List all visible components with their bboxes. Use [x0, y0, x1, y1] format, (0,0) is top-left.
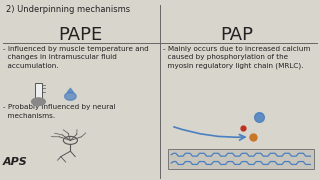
Polygon shape [65, 92, 76, 100]
Text: - Mainly occurs due to increased calcium
  caused by phosphorylation of the
  my: - Mainly occurs due to increased calcium… [163, 46, 311, 69]
Text: PAPE: PAPE [58, 26, 102, 44]
Bar [35, 83, 42, 101]
Text: 2) Underpinning mechanisms: 2) Underpinning mechanisms [6, 5, 131, 14]
Text: APS: APS [3, 157, 28, 167]
Polygon shape [67, 88, 74, 93]
Text: PAP: PAP [220, 26, 253, 44]
Circle shape [31, 98, 45, 106]
Text: - Influenced by muscle temperature and
  changes in intramuscular fluid
  accumu: - Influenced by muscle temperature and c… [3, 46, 149, 69]
Text: - Probably influenced by neural
  mechanisms.: - Probably influenced by neural mechanis… [3, 104, 116, 119]
Bar [168, 148, 314, 169]
